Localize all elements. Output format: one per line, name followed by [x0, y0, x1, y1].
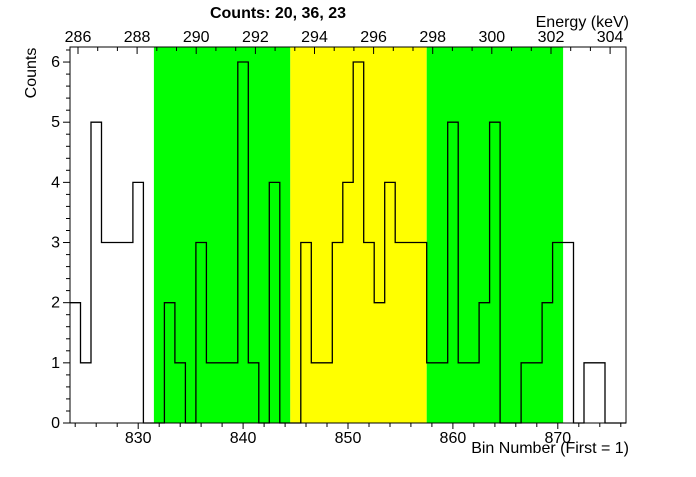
tick-label: 0 [51, 415, 60, 432]
tick-label: 296 [360, 29, 387, 46]
region-peak-window [290, 47, 427, 423]
histogram-line-group [70, 61, 626, 424]
histogram-line [70, 61, 626, 424]
tick-label: 288 [124, 29, 151, 46]
tick-label: 5 [51, 114, 60, 131]
tick-label: 294 [301, 29, 328, 46]
tick-label: 286 [65, 29, 92, 46]
chart-title: Counts: 20, 36, 23 [210, 5, 346, 22]
tick-label: 302 [538, 29, 565, 46]
tick-label: 6 [51, 54, 60, 71]
tick-label: 292 [242, 29, 269, 46]
region-background-left [153, 47, 291, 423]
tick-label: 860 [440, 430, 467, 447]
tick-label: 870 [544, 430, 571, 447]
energy-axis-title: Energy (keV) [536, 14, 629, 31]
highlight-regions [153, 47, 564, 423]
tick-label: 304 [597, 29, 624, 46]
tick-label: 3 [51, 235, 60, 252]
tick-label: 4 [51, 174, 60, 191]
tick-label: 830 [125, 430, 152, 447]
axis-ticks [63, 47, 622, 429]
tick-label: 298 [419, 29, 446, 46]
tick-label: 2 [51, 295, 60, 312]
tick-label: 300 [478, 29, 505, 46]
bin-axis-title: Bin Number (First = 1) [471, 440, 629, 457]
tick-label: 1 [51, 355, 60, 372]
counts-axis-title: Counts [23, 48, 40, 99]
axis-tick-labels: 0 1 2 3 4 5 6 830 840 850 860 870 286 288 290 292 294 296… [51, 29, 623, 447]
tick-label: 840 [230, 430, 257, 447]
tick-label: 850 [335, 430, 362, 447]
tick-label: 290 [183, 29, 210, 46]
region-background-right [426, 47, 564, 423]
